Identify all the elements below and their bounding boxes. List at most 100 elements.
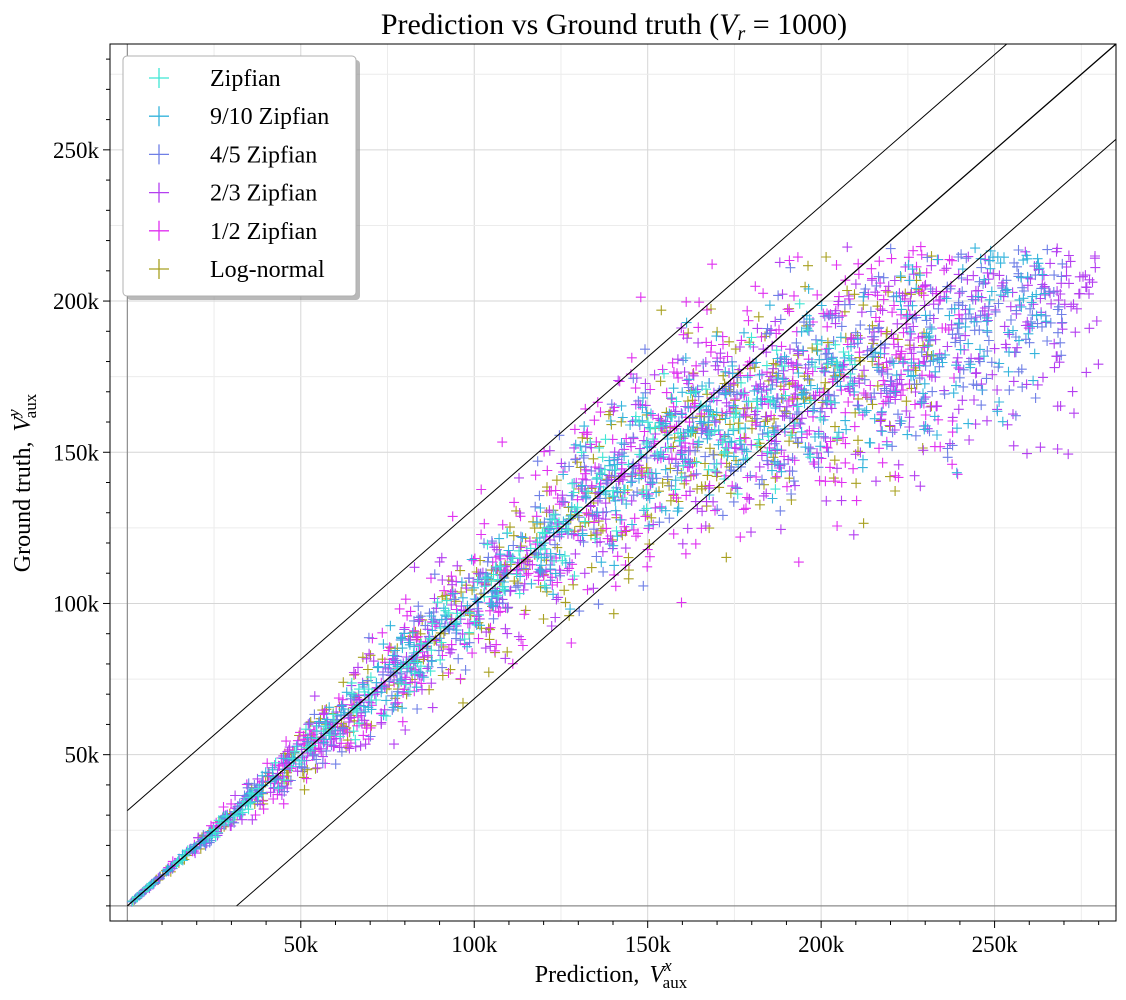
data-point bbox=[677, 409, 688, 420]
data-point bbox=[940, 323, 951, 333]
data-point bbox=[764, 328, 775, 339]
data-point bbox=[778, 384, 789, 395]
data-point bbox=[350, 734, 361, 745]
data-point bbox=[803, 260, 813, 271]
data-point bbox=[904, 422, 915, 432]
data-point bbox=[393, 677, 404, 688]
data-point bbox=[976, 400, 987, 411]
data-point bbox=[1013, 366, 1024, 377]
data-point bbox=[378, 639, 389, 650]
data-point bbox=[920, 279, 931, 290]
data-point bbox=[451, 625, 462, 636]
data-point bbox=[348, 667, 359, 678]
data-point bbox=[820, 395, 831, 406]
data-point bbox=[278, 798, 289, 809]
data-point bbox=[787, 453, 798, 463]
data-point bbox=[508, 540, 519, 551]
data-point bbox=[856, 307, 867, 318]
data-point bbox=[333, 693, 344, 704]
data-point bbox=[1054, 357, 1065, 368]
data-point bbox=[947, 255, 957, 266]
data-point bbox=[667, 357, 678, 368]
data-point bbox=[855, 320, 866, 331]
data-point bbox=[468, 555, 479, 566]
data-point bbox=[984, 294, 995, 305]
data-point bbox=[535, 566, 546, 577]
data-point bbox=[292, 738, 303, 749]
data-point bbox=[638, 505, 649, 516]
data-point bbox=[689, 456, 700, 467]
data-point bbox=[981, 316, 992, 327]
data-point bbox=[318, 708, 329, 719]
data-point bbox=[898, 356, 908, 367]
data-point bbox=[706, 340, 717, 351]
data-point bbox=[634, 449, 645, 460]
data-point bbox=[711, 331, 722, 342]
data-point bbox=[888, 339, 899, 350]
data-point bbox=[215, 818, 226, 829]
data-point bbox=[806, 395, 816, 406]
data-point bbox=[305, 716, 316, 727]
data-point bbox=[870, 312, 881, 323]
data-point bbox=[973, 291, 984, 302]
data-point bbox=[596, 557, 607, 568]
data-point bbox=[792, 360, 803, 371]
data-point bbox=[588, 583, 599, 594]
data-point bbox=[1063, 250, 1074, 261]
data-point bbox=[604, 455, 615, 466]
data-point bbox=[773, 290, 784, 301]
data-point bbox=[928, 350, 939, 360]
data-point bbox=[365, 672, 376, 683]
data-point bbox=[368, 656, 379, 667]
data-point bbox=[1036, 309, 1047, 320]
data-point bbox=[641, 453, 652, 463]
data-point bbox=[451, 633, 461, 644]
data-point bbox=[955, 344, 966, 355]
data-point bbox=[480, 643, 491, 654]
data-point bbox=[655, 501, 665, 512]
data-point bbox=[929, 411, 940, 422]
data-point bbox=[843, 291, 854, 301]
data-point bbox=[773, 368, 784, 379]
data-point bbox=[560, 497, 570, 508]
data-point bbox=[337, 723, 348, 734]
data-point bbox=[749, 385, 760, 396]
data-point bbox=[765, 384, 776, 394]
data-point bbox=[560, 597, 571, 608]
data-point bbox=[810, 362, 821, 372]
data-point bbox=[802, 373, 813, 384]
data-point bbox=[1010, 410, 1021, 421]
data-point bbox=[901, 396, 912, 407]
data-point bbox=[932, 430, 942, 440]
data-point bbox=[957, 395, 968, 406]
data-point bbox=[758, 288, 769, 299]
data-point bbox=[551, 521, 562, 532]
data-point bbox=[423, 661, 434, 672]
data-point bbox=[924, 331, 935, 342]
data-point bbox=[580, 441, 591, 452]
data-point bbox=[733, 459, 744, 470]
data-point bbox=[505, 551, 516, 562]
data-point bbox=[826, 403, 837, 414]
data-point bbox=[879, 383, 890, 394]
data-point bbox=[926, 251, 937, 262]
data-point bbox=[479, 581, 490, 592]
data-point bbox=[719, 474, 730, 484]
data-point bbox=[420, 620, 431, 631]
data-point bbox=[822, 337, 833, 348]
data-point bbox=[543, 522, 554, 533]
data-point bbox=[810, 432, 820, 442]
data-point bbox=[617, 412, 628, 423]
data-point bbox=[738, 454, 749, 465]
data-point bbox=[860, 390, 871, 400]
data-point bbox=[319, 737, 330, 747]
data-point bbox=[641, 503, 652, 514]
data-point bbox=[517, 532, 528, 543]
data-point bbox=[579, 516, 590, 527]
data-point bbox=[971, 367, 982, 378]
data-point bbox=[1052, 444, 1063, 454]
data-point bbox=[751, 472, 762, 482]
data-point bbox=[644, 539, 655, 549]
data-point bbox=[767, 380, 778, 390]
data-point bbox=[674, 436, 685, 446]
